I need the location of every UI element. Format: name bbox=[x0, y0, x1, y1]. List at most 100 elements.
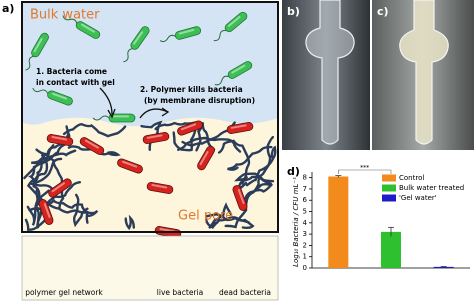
live-bacterium bbox=[62, 15, 101, 39]
y-tick-label: 2 bbox=[303, 241, 307, 249]
arrow bbox=[99, 87, 113, 115]
legend-label: dead bacteria bbox=[219, 288, 271, 297]
test-tube bbox=[305, 0, 355, 145]
legend-swatch bbox=[382, 184, 396, 192]
region-label: Gel pore bbox=[178, 209, 233, 224]
region-label: Bulk water bbox=[30, 8, 100, 23]
cell-shine bbox=[237, 188, 245, 205]
dead-bacterium bbox=[177, 120, 203, 136]
cell-shine bbox=[180, 123, 197, 131]
polymer-strand bbox=[62, 122, 127, 138]
polymer-strand bbox=[24, 218, 47, 231]
y-tick-label: 1 bbox=[303, 253, 307, 261]
cell-body bbox=[142, 132, 170, 144]
y-tick-label: 7 bbox=[303, 185, 307, 193]
y-tick-label: 5 bbox=[303, 208, 307, 216]
polymer-strand bbox=[33, 125, 71, 184]
polymer-strand bbox=[124, 214, 136, 231]
dead-bacterium bbox=[117, 158, 143, 174]
legend-swatch bbox=[382, 174, 396, 182]
cell-body bbox=[38, 199, 54, 225]
cell-shine bbox=[51, 136, 68, 141]
cell-shine bbox=[231, 64, 246, 74]
panel-label: c) bbox=[377, 5, 389, 18]
cell-shine bbox=[51, 182, 65, 193]
cell-shine bbox=[52, 92, 68, 100]
dead-bacterium bbox=[197, 145, 215, 171]
polymer-strand bbox=[23, 149, 77, 180]
y-tick-label: 6 bbox=[303, 196, 308, 204]
flagellum bbox=[92, 115, 110, 121]
cell-shine bbox=[227, 15, 241, 27]
cell-body bbox=[117, 158, 143, 174]
flagellum bbox=[32, 87, 49, 94]
cell-shine bbox=[113, 115, 129, 118]
flagellum bbox=[214, 75, 229, 86]
bar bbox=[381, 231, 401, 268]
cell-body bbox=[174, 26, 202, 40]
dead-bacterium bbox=[79, 137, 105, 155]
cell-body bbox=[177, 120, 203, 136]
cell-body bbox=[47, 90, 73, 106]
dead-bacterium bbox=[232, 185, 248, 211]
cell-body bbox=[197, 145, 215, 171]
legend-label: live bacteria bbox=[157, 288, 203, 297]
cell-shine bbox=[43, 202, 51, 219]
live-bacterium bbox=[213, 11, 248, 42]
cell-shine bbox=[230, 124, 247, 129]
polymer-strand bbox=[27, 157, 63, 190]
cell-body bbox=[232, 185, 248, 211]
cell-shine bbox=[199, 151, 209, 166]
bar bbox=[433, 266, 454, 268]
step-text: 1. Bacteria come bbox=[36, 67, 107, 76]
cell-body bbox=[46, 134, 74, 146]
polymer-strand bbox=[245, 145, 277, 187]
cell-shine bbox=[151, 184, 168, 189]
panel-frame bbox=[21, 1, 279, 233]
polymer-strand bbox=[234, 172, 275, 183]
panel-label: a) bbox=[2, 2, 14, 15]
polymer-strand bbox=[26, 189, 50, 226]
live-bacterium bbox=[25, 32, 49, 71]
cell-shine bbox=[146, 134, 163, 139]
cell-body bbox=[108, 113, 136, 123]
cell-body bbox=[130, 26, 150, 50]
y-tick-label: 4 bbox=[303, 219, 308, 227]
arrow bbox=[139, 108, 169, 119]
panel-label: d) bbox=[287, 165, 300, 178]
legend-label: polymer gel network bbox=[25, 288, 103, 297]
flagellum bbox=[62, 15, 78, 24]
cell-body bbox=[75, 21, 101, 39]
dead-bacterium bbox=[46, 134, 74, 146]
significance-label: *** bbox=[360, 165, 369, 172]
cell-body bbox=[224, 11, 248, 33]
cell-body bbox=[79, 137, 105, 155]
cell-body bbox=[146, 182, 174, 194]
polymer-strand bbox=[35, 148, 65, 209]
step-text: 2. Polymer kills bacteria bbox=[140, 85, 243, 94]
cell-shine bbox=[178, 28, 195, 35]
cell-shine bbox=[80, 23, 95, 33]
live-bacterium bbox=[159, 26, 202, 43]
cell-body bbox=[48, 178, 72, 198]
arrow-head bbox=[107, 108, 116, 119]
significance-bracket bbox=[338, 169, 392, 174]
panel-label: b) bbox=[287, 5, 300, 18]
test-tube bbox=[399, 0, 449, 145]
step-text: in contact with gel bbox=[36, 78, 115, 87]
dead-bacterium bbox=[48, 178, 72, 198]
legend-label: Bulk water treated bbox=[399, 184, 464, 192]
arrow-head bbox=[161, 107, 170, 117]
live-bacterium bbox=[92, 113, 136, 123]
polymer-strand bbox=[204, 216, 250, 229]
legend-label: Control bbox=[399, 174, 424, 182]
legend-box bbox=[21, 235, 279, 301]
legend-label: 'Gel water' bbox=[399, 194, 437, 202]
flagellum bbox=[213, 29, 227, 42]
cell-shine bbox=[84, 139, 99, 149]
polymer-strand bbox=[224, 182, 260, 229]
y-tick-label: 8 bbox=[303, 174, 307, 182]
y-axis-label: Log₁₀ Bacteria / CFU mL⁻¹ bbox=[292, 177, 300, 267]
dead-bacterium bbox=[146, 182, 174, 194]
